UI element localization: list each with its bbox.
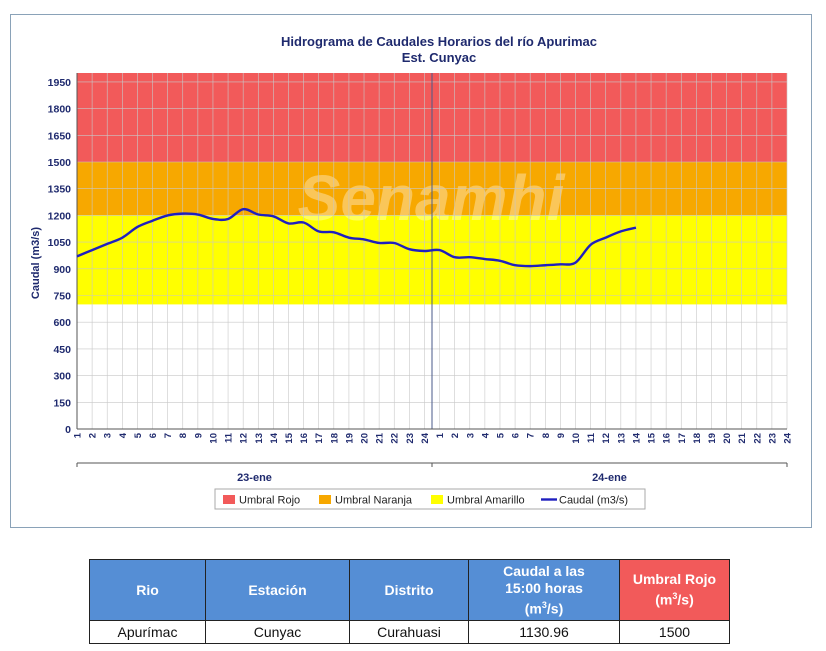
legend-swatch bbox=[223, 495, 235, 504]
cell-distrito: Curahuasi bbox=[349, 620, 469, 644]
x-tick-label: 16 bbox=[299, 433, 310, 444]
legend-swatch bbox=[319, 495, 331, 504]
x-tick-label: 7 bbox=[526, 433, 537, 438]
x-tick-label: 20 bbox=[360, 433, 371, 444]
header-rio: Rio bbox=[89, 559, 206, 621]
y-tick-label: 1050 bbox=[48, 237, 72, 249]
y-tick-label: 1950 bbox=[48, 77, 72, 89]
x-tick-label: 4 bbox=[118, 432, 129, 438]
x-tick-label: 12 bbox=[601, 433, 612, 444]
x-tick-label: 2 bbox=[88, 433, 99, 438]
x-tick-label: 10 bbox=[208, 433, 219, 444]
x-tick-label: 3 bbox=[103, 433, 114, 438]
x-tick-label: 23 bbox=[405, 433, 416, 444]
x-tick-label: 10 bbox=[571, 433, 582, 444]
x-tick-label: 1 bbox=[435, 432, 446, 438]
y-tick-label: 1350 bbox=[48, 184, 72, 196]
x-tick-label: 23 bbox=[767, 433, 778, 444]
y-tick-label: 600 bbox=[53, 317, 71, 329]
x-tick-label: 11 bbox=[586, 432, 597, 443]
x-tick-label: 11 bbox=[224, 432, 235, 443]
x-tick-label: 15 bbox=[284, 432, 295, 443]
header-estacion: Estación bbox=[205, 559, 350, 621]
x-tick-label: 19 bbox=[344, 433, 355, 444]
x-tick-label: 6 bbox=[148, 433, 159, 438]
x-tick-label: 13 bbox=[616, 433, 627, 444]
chart-frame: Hidrograma de Caudales Horarios del río … bbox=[10, 14, 812, 528]
x-tick-label: 9 bbox=[556, 433, 567, 438]
legend-swatch bbox=[431, 495, 443, 504]
group-label-24-ene: 24-ene bbox=[592, 472, 627, 484]
series-line-caudal bbox=[76, 207, 637, 268]
x-tick-label: 13 bbox=[254, 433, 265, 444]
y-tick-label: 900 bbox=[53, 264, 71, 276]
hydrograph-chart: Hidrograma de Caudales Horarios del río … bbox=[30, 34, 794, 510]
y-tick-label: 1650 bbox=[48, 130, 72, 142]
y-axis-label: Caudal (m3/s) bbox=[30, 227, 42, 299]
header-distrito: Distrito bbox=[349, 559, 469, 621]
x-tick-label: 18 bbox=[692, 433, 703, 444]
x-tick-label: 5 bbox=[133, 432, 144, 438]
legend-entry-label: Caudal (m3/s) bbox=[559, 495, 628, 507]
x-tick-label: 12 bbox=[239, 433, 250, 444]
x-tick-label: 22 bbox=[390, 433, 401, 444]
x-tick-label: 20 bbox=[722, 433, 733, 444]
header-caudal: Caudal a las 15:00 horas (m3/s) bbox=[468, 559, 620, 621]
x-tick-label: 21 bbox=[375, 432, 386, 443]
y-tick-label: 750 bbox=[53, 291, 71, 303]
y-tick-label: 0 bbox=[65, 424, 71, 436]
y-tick-label: 300 bbox=[53, 371, 71, 383]
chart-title: Hidrograma de Caudales Horarios del río … bbox=[281, 34, 597, 49]
x-tick-label: 8 bbox=[178, 433, 189, 438]
x-tick-label: 5 bbox=[495, 432, 506, 438]
chart-subtitle: Est. Cunyac bbox=[402, 50, 476, 65]
y-tick-label: 450 bbox=[53, 344, 71, 356]
cell-estacion: Cunyac bbox=[205, 620, 350, 644]
summary-table: Rio Estación Distrito Caudal a las 15:00… bbox=[89, 559, 730, 644]
header-umbral-rojo: Umbral Rojo (m3/s) bbox=[619, 559, 730, 621]
x-tick-label: 7 bbox=[163, 433, 174, 438]
table-row: Apurímac Cunyac Curahuasi 1130.96 1500 bbox=[89, 620, 730, 644]
x-tick-label: 19 bbox=[707, 433, 718, 444]
x-tick-label: 24 bbox=[420, 432, 431, 443]
x-tick-label: 17 bbox=[314, 433, 325, 444]
x-tick-label: 6 bbox=[511, 433, 522, 438]
x-tick-label: 9 bbox=[193, 433, 204, 438]
x-tick-label: 16 bbox=[662, 433, 673, 444]
x-tick-label: 18 bbox=[329, 433, 340, 444]
x-tick-label: 15 bbox=[647, 432, 658, 443]
legend-entry-label: Umbral Amarillo bbox=[447, 495, 525, 507]
x-tick-label: 14 bbox=[269, 432, 280, 443]
cell-umbral: 1500 bbox=[619, 620, 730, 644]
y-tick-label: 1500 bbox=[48, 157, 72, 169]
x-tick-label: 14 bbox=[631, 432, 642, 443]
group-label-23-ene: 23-ene bbox=[237, 472, 272, 484]
x-tick-label: 4 bbox=[480, 432, 491, 438]
x-tick-label: 17 bbox=[677, 433, 688, 444]
cell-caudal: 1130.96 bbox=[468, 620, 620, 644]
x-tick-label: 21 bbox=[737, 432, 748, 443]
y-tick-label: 1800 bbox=[48, 104, 72, 116]
cell-rio: Apurímac bbox=[89, 620, 206, 644]
x-tick-label: 2 bbox=[450, 433, 461, 438]
x-tick-label: 3 bbox=[465, 433, 476, 438]
y-tick-label: 150 bbox=[53, 397, 71, 409]
table-header-row: Rio Estación Distrito Caudal a las 15:00… bbox=[89, 559, 730, 621]
x-tick-label: 22 bbox=[752, 433, 763, 444]
legend: Umbral Rojo Umbral Naranja Umbral Amarillo… bbox=[214, 488, 646, 510]
legend-entry-label: Umbral Naranja bbox=[335, 495, 413, 507]
x-tick-label: 8 bbox=[541, 433, 552, 438]
x-tick-label: 1 bbox=[73, 432, 84, 438]
x-tick-label: 24 bbox=[783, 432, 794, 443]
y-tick-label: 1200 bbox=[48, 210, 72, 222]
legend-entry-label: Umbral Rojo bbox=[239, 495, 300, 507]
